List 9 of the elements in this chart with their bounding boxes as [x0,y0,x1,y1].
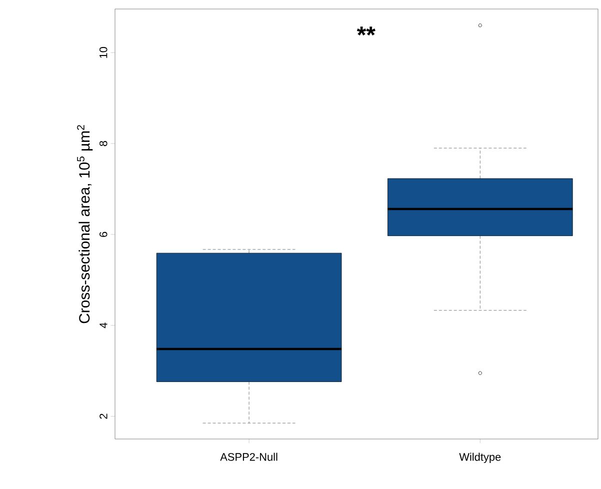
y-tick-label: 6 [99,232,108,237]
y-tick-label: 4 [100,322,108,328]
y-tick-label: 10 [99,46,108,58]
x-tick-label: ASPP2-Null [220,452,278,461]
y-tick-label: 8 [99,140,108,146]
annotation: ** [356,26,376,36]
x-tick-label: Wildtype [459,452,501,463]
y-axis-title: Cross-sectional area, 10$^{5}$ µm$^{2}$ [77,125,93,324]
y-tick-label: 2 [100,414,108,419]
